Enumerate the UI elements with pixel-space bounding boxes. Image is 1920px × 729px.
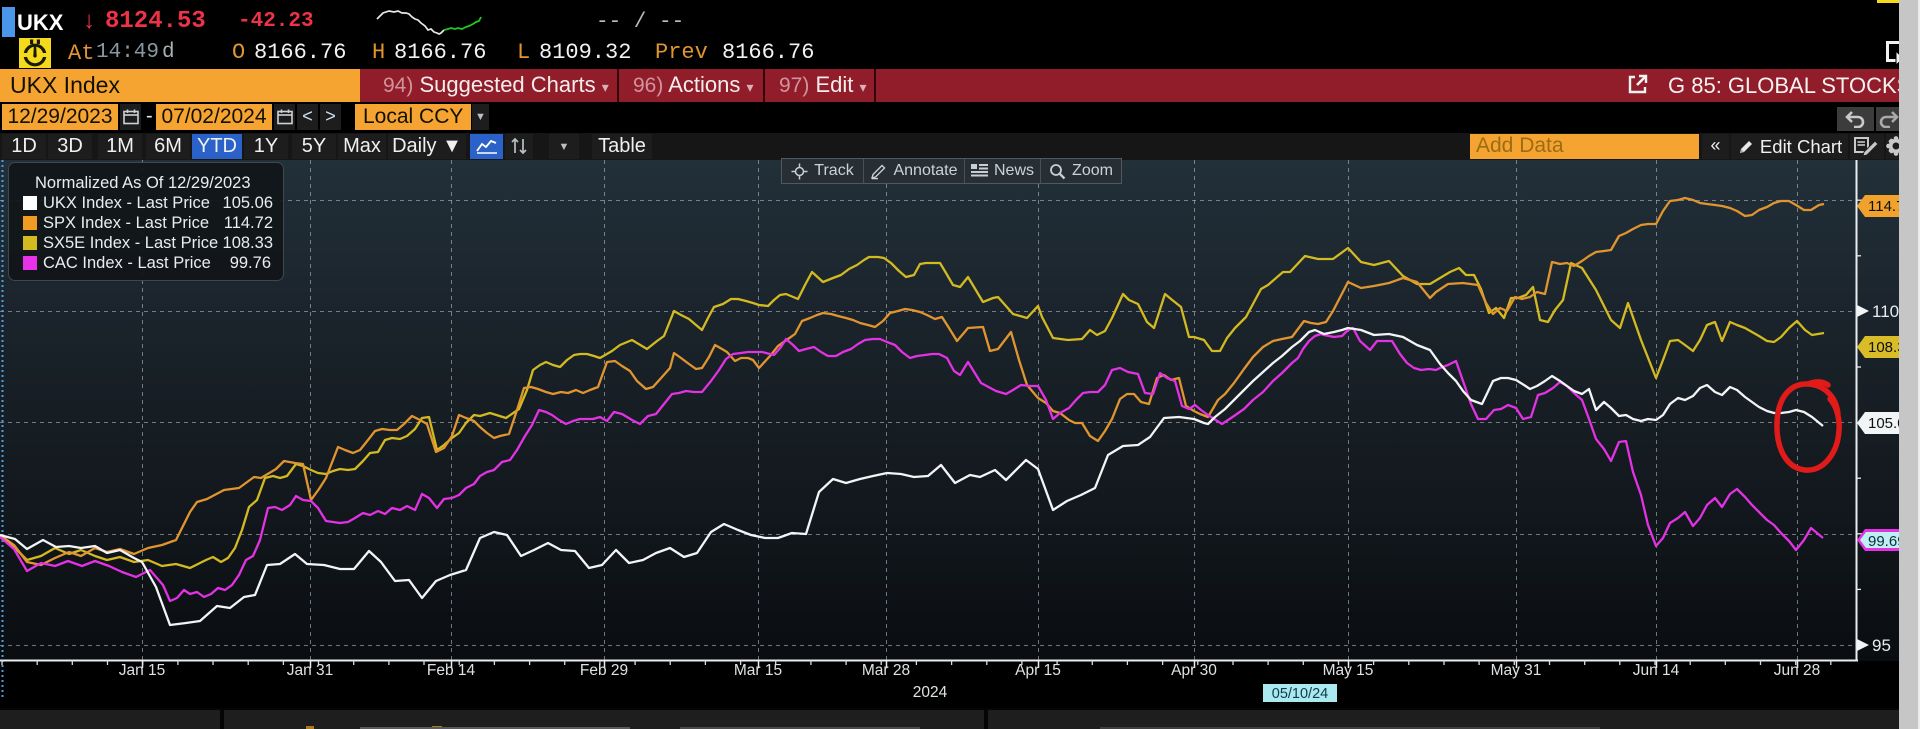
svg-text:Feb 29: Feb 29	[580, 662, 628, 679]
svg-text:110: 110	[1872, 302, 1899, 321]
svg-text:May 31: May 31	[1491, 662, 1542, 679]
svg-text:95: 95	[1872, 636, 1891, 655]
svg-text:2024: 2024	[913, 684, 948, 701]
svg-text:Apr 15: Apr 15	[1015, 662, 1061, 679]
svg-text:05/10/24: 05/10/24	[1272, 686, 1328, 702]
svg-text:Mar 15: Mar 15	[734, 662, 782, 679]
svg-text:Jun 14: Jun 14	[1633, 662, 1680, 679]
svg-text:Jan 15: Jan 15	[119, 662, 166, 679]
svg-text:Feb 14: Feb 14	[427, 662, 476, 679]
svg-text:Jan 31: Jan 31	[287, 662, 334, 679]
svg-text:Jun 28: Jun 28	[1774, 662, 1821, 679]
svg-text:Apr 30: Apr 30	[1171, 662, 1217, 679]
svg-text:Mar 28: Mar 28	[862, 662, 910, 679]
svg-text:May 15: May 15	[1323, 662, 1374, 679]
svg-text:99.69: 99.69	[1868, 533, 1906, 550]
